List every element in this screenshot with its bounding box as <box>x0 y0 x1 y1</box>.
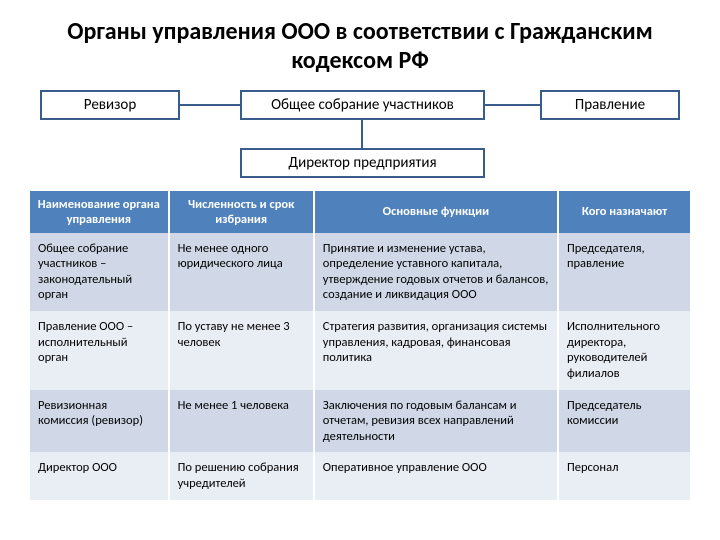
cell-appoints: Председателя, правление <box>558 233 690 312</box>
col-header-name: Наименование органа управления <box>30 191 169 233</box>
col-header-functions: Основные функции <box>314 191 558 233</box>
table-row: Ревизионная комиссия (ревизор) Не менее … <box>30 390 690 453</box>
table-row: Директор ООО По решению собрания учредит… <box>30 452 690 499</box>
org-box-board: Правление <box>540 90 680 120</box>
cell-size: Не менее 1 человека <box>169 390 314 453</box>
cell-name: Директор ООО <box>30 452 169 499</box>
org-box-director: Директор предприятия <box>240 148 485 178</box>
org-box-revisor: Ревизор <box>40 90 180 120</box>
cell-name: Общее собрание участников – законодатель… <box>30 233 169 312</box>
cell-appoints: Исполнительного директора, руководителей… <box>558 311 690 390</box>
cell-functions: Стратегия развития, организация системы … <box>314 311 558 390</box>
cell-size: По решению собрания учредителей <box>169 452 314 499</box>
table-row: Правление ООО – исполнительный орган По … <box>30 311 690 390</box>
cell-name: Ревизионная комиссия (ревизор) <box>30 390 169 453</box>
cell-size: По уставу не менее 3 человек <box>169 311 314 390</box>
cell-size: Не менее одного юридического лица <box>169 233 314 312</box>
col-header-appoints: Кого назначают <box>558 191 690 233</box>
org-box-assembly: Общее собрание участников <box>240 90 485 120</box>
page-title: Органы управления ООО в соответствии с Г… <box>30 18 690 76</box>
col-header-size: Численность и срок избрания <box>169 191 314 233</box>
org-diagram: Ревизор Общее собрание участников Правле… <box>30 90 690 185</box>
cell-appoints: Персонал <box>558 452 690 499</box>
connector-line <box>180 104 240 106</box>
cell-name: Правление ООО – исполнительный орган <box>30 311 169 390</box>
connector-line <box>480 104 540 106</box>
cell-functions: Принятие и изменение устава, определение… <box>314 233 558 312</box>
governance-table: Наименование органа управления Численнос… <box>30 191 690 500</box>
cell-appoints: Председатель комиссии <box>558 390 690 453</box>
table-header-row: Наименование органа управления Численнос… <box>30 191 690 233</box>
connector-line <box>361 120 363 148</box>
cell-functions: Оперативное управление ООО <box>314 452 558 499</box>
table-row: Общее собрание участников – законодатель… <box>30 233 690 312</box>
cell-functions: Заключения по годовым балансам и отчетам… <box>314 390 558 453</box>
